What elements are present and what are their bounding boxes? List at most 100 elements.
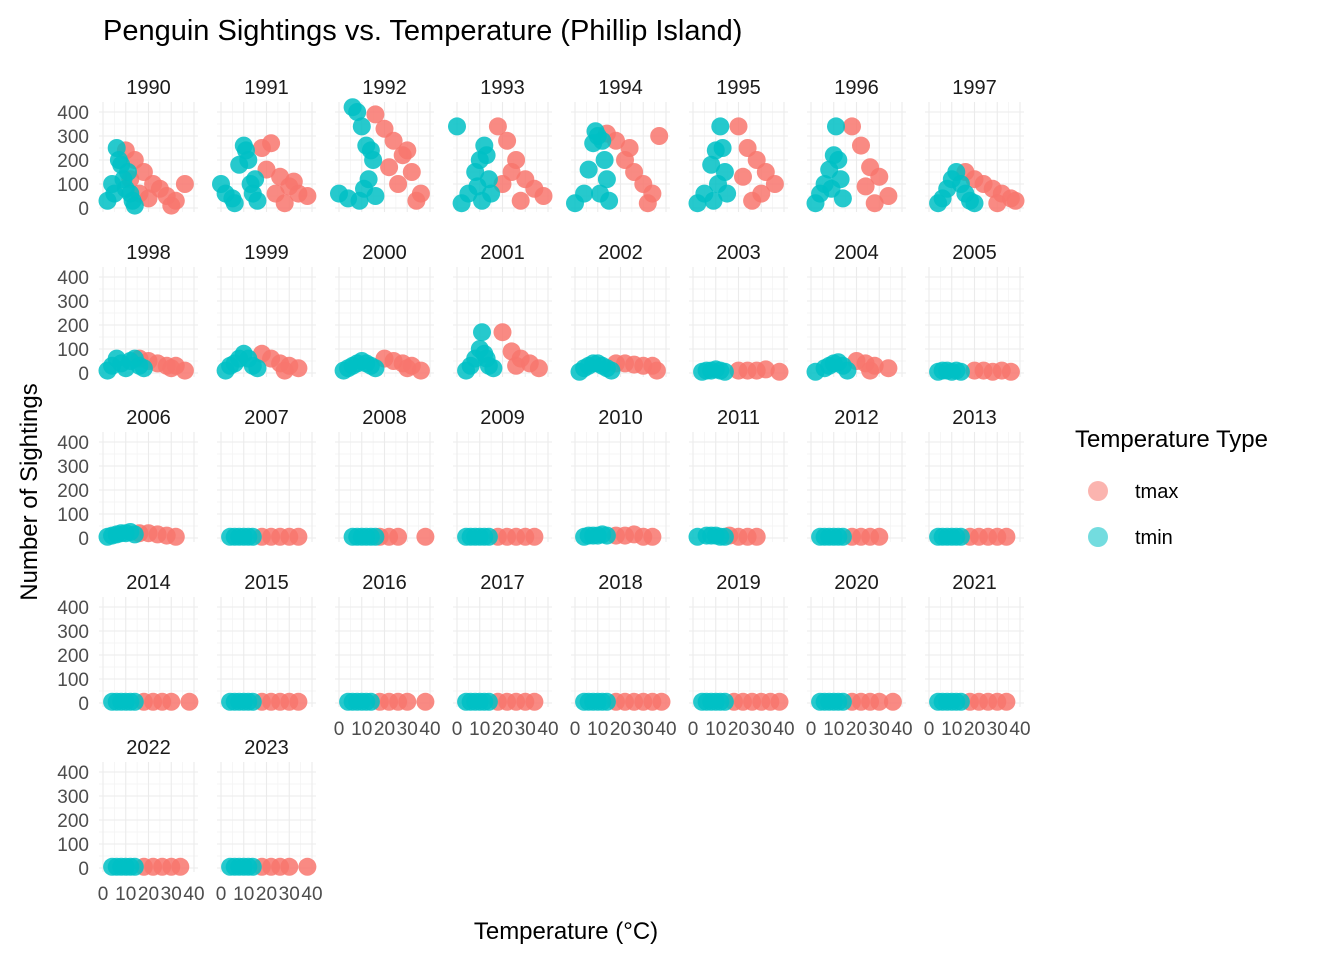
tmax-point [298,857,317,876]
tmin-point [248,191,267,210]
legend: Temperature Type tmax tmin [1075,426,1268,549]
x-tick-label: 20 [492,719,513,740]
tmax-point [266,184,285,203]
tmax-point [298,187,317,205]
tmin-point [477,146,496,165]
tmax-point [997,692,1016,711]
facet-strip-label: 2004 [834,242,879,264]
tmax-point [856,177,875,196]
facet-strip-label: 2018 [598,572,643,594]
facet-strip-label: 2001 [480,242,525,264]
facet-2002: 2002 [570,242,670,381]
y-tick-label: 300 [57,787,89,808]
facet-strip-label: 2003 [716,242,761,264]
tmax-point [507,356,526,375]
tmax-point [289,692,308,711]
facet-strip-label: 1990 [126,77,171,99]
y-tick-label: 0 [78,364,89,385]
tmax-point [488,117,507,136]
tmax-point [870,692,889,711]
facet-1998: 1998 0 100 200 300 400 [57,242,198,385]
tmin-point [833,692,852,711]
tmin-point [597,526,616,545]
facet-strip-label: 2022 [126,737,171,759]
facet-strip-label: 2000 [362,242,407,264]
tmin-point [448,117,466,136]
facet-1999: 1999 [216,242,316,380]
facet-2012: 2012 [807,407,906,546]
tmin-point [593,131,612,150]
y-tick-label: 200 [57,481,89,502]
tmax-point [770,692,789,711]
tmax-point [734,167,752,186]
tmax-point [284,172,303,191]
facet-strip-label: 2007 [244,407,289,429]
facet-2023: 2023 0 10 20 30 40 [216,737,323,905]
tmin-point [105,184,124,203]
x-tick-label: 40 [183,884,204,905]
facet-strip-label: 2017 [480,572,525,594]
tmin-point [239,151,258,169]
tmax-point [416,527,435,546]
x-tick-label: 40 [1009,719,1030,740]
facet-2016: 2016 0 10 20 30 40 [334,572,441,740]
y-tick-label: 300 [57,457,89,478]
tmin-point [125,525,144,544]
tmin-point [248,359,267,378]
y-tick-label: 0 [78,199,89,220]
y-tick-label: 300 [57,622,89,643]
x-tick-label: 0 [98,884,109,905]
tmax-point [534,187,553,205]
tmax-point [389,175,408,193]
tmax-point [638,194,657,213]
tmax-point [883,692,902,711]
x-tick-label: 0 [688,719,699,740]
x-axis-title: Temperature (°C) [474,918,658,945]
facet-strip-label: 1995 [716,77,761,99]
tmin-point [243,692,262,711]
tmin-point [711,117,730,136]
facet-2007: 2007 [217,407,316,546]
y-tick-label: 100 [57,340,89,361]
facet-1994: 1994 [566,77,670,213]
y-tick-label: 0 [78,859,89,880]
x-tick-label: 30 [161,884,182,905]
tmin-point [838,361,857,380]
tmin-point [602,361,621,380]
tmax-point [166,527,185,546]
tmin-point [951,692,970,711]
y-axis-title: Number of Sightings [16,383,43,600]
x-tick-label: 30 [869,719,890,740]
facet-1991: 1991 [212,77,317,213]
tmax-point [175,361,194,380]
x-tick-label: 10 [705,719,726,740]
facet-2010: 2010 [571,407,670,546]
tmin-point [243,527,262,546]
x-tick-label: 0 [334,719,345,740]
tmax-point [843,117,861,136]
tmax-point [289,527,308,546]
tmin-point [473,191,491,210]
x-tick-label: 10 [587,719,608,740]
facet-strip-label: 2008 [362,407,407,429]
tmin-point [348,103,367,121]
x-tick-label: 30 [633,719,654,740]
tmin-point [715,527,734,546]
tmin-point [352,117,371,136]
facet-strip-label: 2005 [952,242,997,264]
facet-strip-label: 2012 [834,407,879,429]
facet-strip-label: 1994 [598,77,643,99]
tmax-point [366,105,385,124]
tmin-point [366,527,385,546]
tmin-point [479,692,498,711]
facet-strip-label: 1998 [126,242,171,264]
tmin-point [600,191,619,210]
tmin-point [713,139,732,157]
y-tick-label: 300 [57,127,89,148]
tmax-point [647,361,666,380]
tmax-point [280,857,299,876]
tmax-point [407,191,426,210]
tmax-point [870,527,889,546]
legend-title: Temperature Type [1075,426,1268,453]
